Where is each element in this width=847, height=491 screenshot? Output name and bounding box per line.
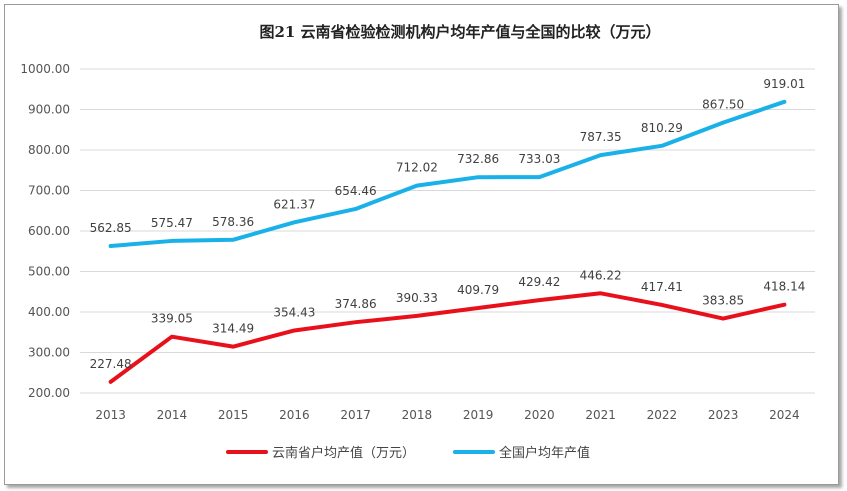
y-tick-label: 600.00 <box>28 224 70 238</box>
data-label: 732.86 <box>457 152 499 166</box>
x-tick-label: 2018 <box>402 408 433 422</box>
y-axis-ticks: 200.00 300.00 400.00 500.00 600.00 700.00 800.… <box>20 62 70 400</box>
data-label: 417.41 <box>641 280 683 294</box>
x-tick-label: 2015 <box>218 408 249 422</box>
y-tick-label: 800.00 <box>28 143 70 157</box>
data-label: 578.36 <box>212 215 254 229</box>
legend: 云南省户均产值（万元） 全国户均年产值 <box>226 445 590 461</box>
data-label: 227.48 <box>90 357 132 371</box>
x-tick-label: 2021 <box>585 408 616 422</box>
y-tick-label: 900.00 <box>28 103 70 117</box>
data-label: 418.14 <box>763 280 805 294</box>
y-tick-label: 500.00 <box>28 265 70 279</box>
data-label: 390.33 <box>396 291 438 305</box>
x-axis-ticks: 2013 2014 2015 2016 2017 2018 2019 2020 2021 2022… <box>95 408 799 422</box>
legend-item-yunnan: 云南省户均产值（万元） <box>272 445 415 461</box>
data-label: 409.79 <box>457 283 499 297</box>
data-label: 621.37 <box>273 197 315 211</box>
y-tick-label: 1000.00 <box>20 62 70 76</box>
x-tick-label: 2020 <box>524 408 555 422</box>
national-series-line <box>108 99 787 249</box>
y-tick-label: 200.00 <box>28 386 70 400</box>
x-tick-label: 2019 <box>463 408 494 422</box>
x-tick-label: 2017 <box>340 408 371 422</box>
data-label: 654.46 <box>335 184 377 198</box>
data-label: 383.85 <box>702 294 744 308</box>
data-label: 339.05 <box>151 312 193 326</box>
data-label: 446.22 <box>580 268 622 282</box>
x-tick-label: 2016 <box>279 408 310 422</box>
data-label: 575.47 <box>151 216 193 230</box>
data-label: 810.29 <box>641 121 683 135</box>
x-tick-label: 2014 <box>157 408 188 422</box>
data-label: 354.43 <box>273 305 315 319</box>
data-label: 867.50 <box>702 98 744 112</box>
x-tick-label: 2022 <box>647 408 678 422</box>
data-label: 787.35 <box>580 130 622 144</box>
data-label: 429.42 <box>518 275 560 289</box>
data-label: 733.03 <box>518 152 560 166</box>
y-tick-label: 700.00 <box>28 184 70 198</box>
data-label: 712.02 <box>396 161 438 175</box>
series-lines <box>108 99 787 384</box>
legend-item-national: 全国户均年产值 <box>499 445 590 461</box>
x-tick-label: 2013 <box>95 408 126 422</box>
chart-title: 图21 云南省检验检测机构户均年产值与全国的比较（万元） <box>259 23 660 41</box>
data-label: 919.01 <box>763 77 805 91</box>
data-label: 562.85 <box>90 221 132 235</box>
x-tick-label: 2023 <box>708 408 739 422</box>
y-tick-label: 300.00 <box>28 346 70 360</box>
data-label: 374.86 <box>335 297 377 311</box>
grid-lines <box>80 68 815 394</box>
y-tick-label: 400.00 <box>28 305 70 319</box>
data-labels: 227.48 339.05 314.49 354.43 374.86 390.33 409.… <box>90 77 806 371</box>
x-tick-label: 2024 <box>769 408 800 422</box>
data-label: 314.49 <box>212 322 254 336</box>
yunnan-series-line <box>108 291 787 384</box>
